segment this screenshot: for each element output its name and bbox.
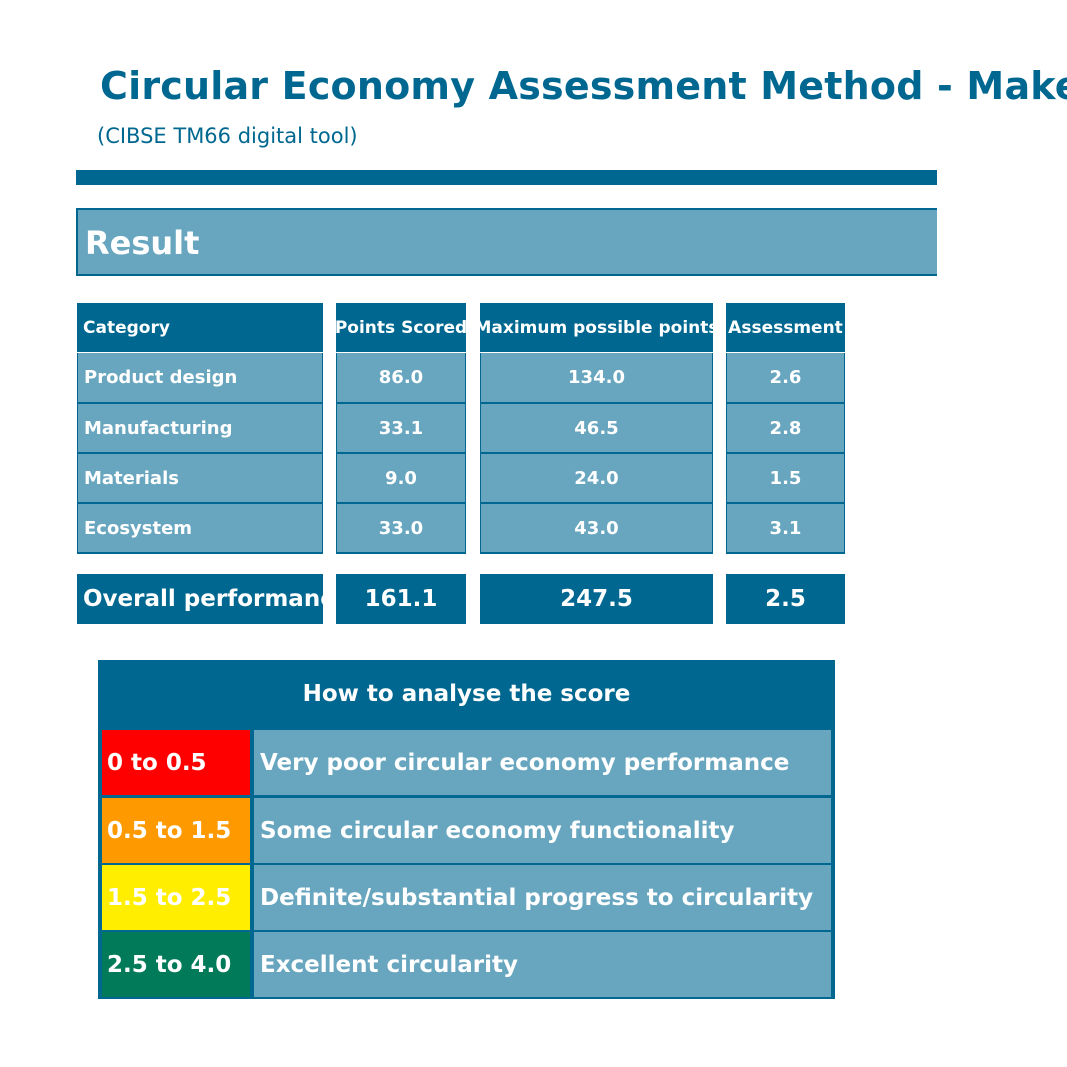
table-row-max: 43.0 [480, 504, 713, 554]
score-band-range: 0 to 0.5 [102, 730, 250, 795]
table-row-assessment: 2.8 [726, 404, 845, 454]
table-row-category: Product design [77, 353, 323, 404]
page-subtitle: (CIBSE TM66 digital tool) [97, 124, 358, 148]
overall-points-scored: 161.1 [336, 574, 466, 624]
score-band-description: Very poor circular economy performance [254, 730, 831, 795]
table-row-max: 46.5 [480, 404, 713, 454]
score-guide-title: How to analyse the score [302, 681, 631, 707]
score-band-description: Definite/substantial progress to circula… [254, 865, 831, 930]
column-header-maximum-points: Maximum possible points [475, 303, 719, 352]
result-heading: Result [85, 224, 200, 262]
table-row-assessment: 2.6 [726, 353, 845, 404]
score-guide-panel: How to analyse the score 0 to 0.5 Very p… [98, 660, 835, 999]
table-row-max: 134.0 [480, 353, 713, 404]
column-header-points-scored: Points Scored [335, 303, 467, 352]
table-row-assessment: 1.5 [726, 454, 845, 504]
table-row-points: 33.0 [336, 504, 466, 554]
column-header-assessment: Assessment [726, 303, 845, 352]
score-band-range: 0.5 to 1.5 [102, 798, 250, 863]
overall-performance-label: Overall performance [77, 574, 349, 624]
table-row-category: Ecosystem [77, 504, 323, 554]
table-row-points: 9.0 [336, 454, 466, 504]
score-band-range: 2.5 to 4.0 [102, 932, 250, 997]
overall-assessment: 2.5 [726, 574, 845, 624]
score-band-range: 1.5 to 2.5 [102, 865, 250, 930]
page-title: Circular Economy Assessment Method - Mak… [100, 64, 1067, 108]
table-row-max: 24.0 [480, 454, 713, 504]
table-row-assessment: 3.1 [726, 504, 845, 554]
overall-maximum-points: 247.5 [480, 574, 713, 624]
top-divider-bar [76, 170, 937, 185]
result-banner: Result [76, 208, 937, 276]
column-header-category: Category [77, 303, 323, 352]
table-row-category: Manufacturing [77, 404, 323, 454]
score-band-description: Excellent circularity [254, 932, 831, 997]
score-band-description: Some circular economy functionality [254, 798, 831, 863]
table-row-points: 33.1 [336, 404, 466, 454]
table-row-points: 86.0 [336, 353, 466, 404]
table-row-category: Materials [77, 454, 323, 504]
